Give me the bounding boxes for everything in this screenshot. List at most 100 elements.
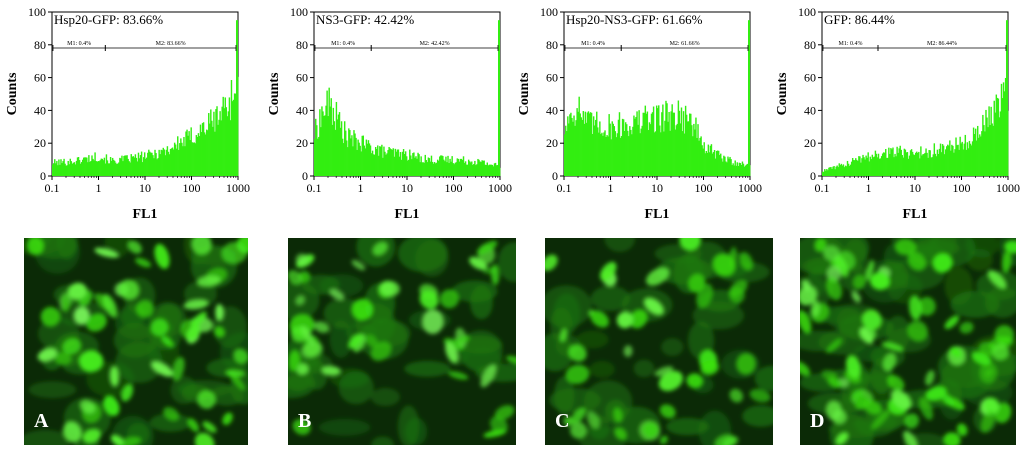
histogram-bin bbox=[829, 167, 831, 176]
cell bbox=[380, 280, 400, 297]
x-tick-label: 1000 bbox=[996, 181, 1020, 195]
cell bbox=[135, 257, 152, 268]
microscopy-image-a: A bbox=[24, 238, 248, 445]
microscopy-image-d: D bbox=[800, 238, 1016, 445]
histogram-bin bbox=[569, 114, 571, 176]
cell bbox=[422, 309, 444, 335]
histogram-bin bbox=[705, 150, 707, 176]
histogram-bin bbox=[129, 162, 131, 176]
cell-haze bbox=[742, 405, 773, 427]
cell bbox=[859, 327, 874, 345]
histogram-bin bbox=[153, 158, 155, 176]
histogram-bin bbox=[864, 159, 866, 176]
histogram-bin bbox=[644, 105, 647, 176]
histogram-bin bbox=[317, 138, 319, 176]
histogram-bin bbox=[725, 161, 727, 176]
histogram-bin bbox=[950, 150, 952, 176]
histogram-bin bbox=[95, 160, 97, 176]
histogram-bin bbox=[919, 158, 921, 176]
histogram-bin bbox=[899, 145, 901, 176]
histogram-bin bbox=[318, 136, 320, 176]
histogram-bin bbox=[714, 158, 717, 176]
histogram-bin bbox=[485, 164, 487, 176]
histogram-bin bbox=[578, 96, 580, 176]
histogram-bin bbox=[839, 165, 841, 176]
histogram-bin bbox=[917, 152, 919, 176]
cell-haze bbox=[666, 417, 709, 436]
histogram-bin bbox=[121, 155, 123, 176]
histogram-bin bbox=[620, 136, 623, 176]
histogram-bin bbox=[958, 149, 960, 176]
histogram-bin bbox=[469, 161, 471, 176]
histogram-bin bbox=[854, 160, 856, 176]
cell bbox=[614, 427, 627, 441]
histogram-bin bbox=[184, 146, 186, 176]
histogram-bin bbox=[866, 157, 868, 176]
histogram-bin bbox=[156, 159, 158, 176]
histogram-bin bbox=[746, 163, 749, 176]
cell bbox=[851, 291, 861, 303]
histogram-bin bbox=[619, 137, 622, 176]
histogram-bin bbox=[628, 136, 630, 176]
histogram-bin bbox=[77, 157, 80, 176]
histogram-bin bbox=[428, 158, 431, 176]
histogram-bin bbox=[321, 106, 323, 176]
histogram-bin bbox=[987, 127, 989, 176]
histogram-bin bbox=[608, 114, 610, 176]
histogram-bin bbox=[589, 112, 592, 176]
cell bbox=[135, 300, 154, 318]
cell bbox=[469, 256, 488, 270]
histogram-bin bbox=[880, 156, 883, 176]
cell bbox=[918, 296, 936, 316]
cell bbox=[489, 416, 508, 435]
histogram-bin bbox=[89, 161, 91, 176]
histogram-bin bbox=[963, 143, 965, 176]
histogram-bin bbox=[662, 104, 664, 176]
cell bbox=[565, 364, 590, 384]
cell bbox=[643, 422, 659, 438]
cell-haze bbox=[318, 418, 371, 436]
histogram-bin bbox=[871, 154, 874, 176]
histogram-bin bbox=[218, 119, 220, 176]
cell bbox=[448, 371, 469, 380]
histogram-bin bbox=[370, 153, 373, 176]
histogram-bin bbox=[861, 158, 863, 176]
cell bbox=[351, 259, 366, 271]
histogram-bin bbox=[495, 165, 498, 176]
cell bbox=[909, 295, 922, 321]
histogram-bin bbox=[822, 171, 824, 176]
histogram-bin bbox=[913, 155, 916, 176]
histogram-bin bbox=[439, 156, 441, 176]
cell-haze bbox=[24, 429, 71, 445]
cell bbox=[646, 267, 670, 286]
histogram-bin bbox=[397, 149, 400, 176]
x-axis-label: FL1 bbox=[903, 207, 928, 222]
cell bbox=[749, 389, 771, 403]
cell-haze bbox=[470, 285, 493, 320]
histogram-bars bbox=[564, 96, 751, 176]
histogram-bin bbox=[165, 149, 168, 176]
histogram-bin bbox=[904, 149, 907, 176]
histogram-bin bbox=[168, 154, 171, 176]
cell bbox=[301, 325, 315, 345]
histogram-bin bbox=[988, 106, 990, 176]
histogram-bin bbox=[482, 160, 484, 176]
marker-label: M2: 86.44% bbox=[927, 41, 957, 47]
histogram-bin bbox=[961, 141, 963, 176]
histogram-bin bbox=[59, 164, 61, 176]
histogram-bin bbox=[1006, 20, 1008, 177]
cell bbox=[983, 397, 1000, 414]
histogram-bin bbox=[875, 153, 878, 176]
histogram-bin bbox=[661, 112, 663, 176]
histogram-bin bbox=[740, 164, 743, 176]
histogram-bin bbox=[737, 165, 740, 176]
histogram-bin bbox=[906, 152, 909, 176]
histogram-bin bbox=[1000, 83, 1003, 176]
cell bbox=[823, 245, 840, 261]
histogram-bin bbox=[392, 148, 394, 176]
cell bbox=[828, 377, 842, 389]
histogram-bin bbox=[228, 97, 231, 176]
cell bbox=[956, 423, 968, 436]
histogram-bin bbox=[69, 158, 71, 176]
histogram-bin bbox=[438, 160, 440, 176]
